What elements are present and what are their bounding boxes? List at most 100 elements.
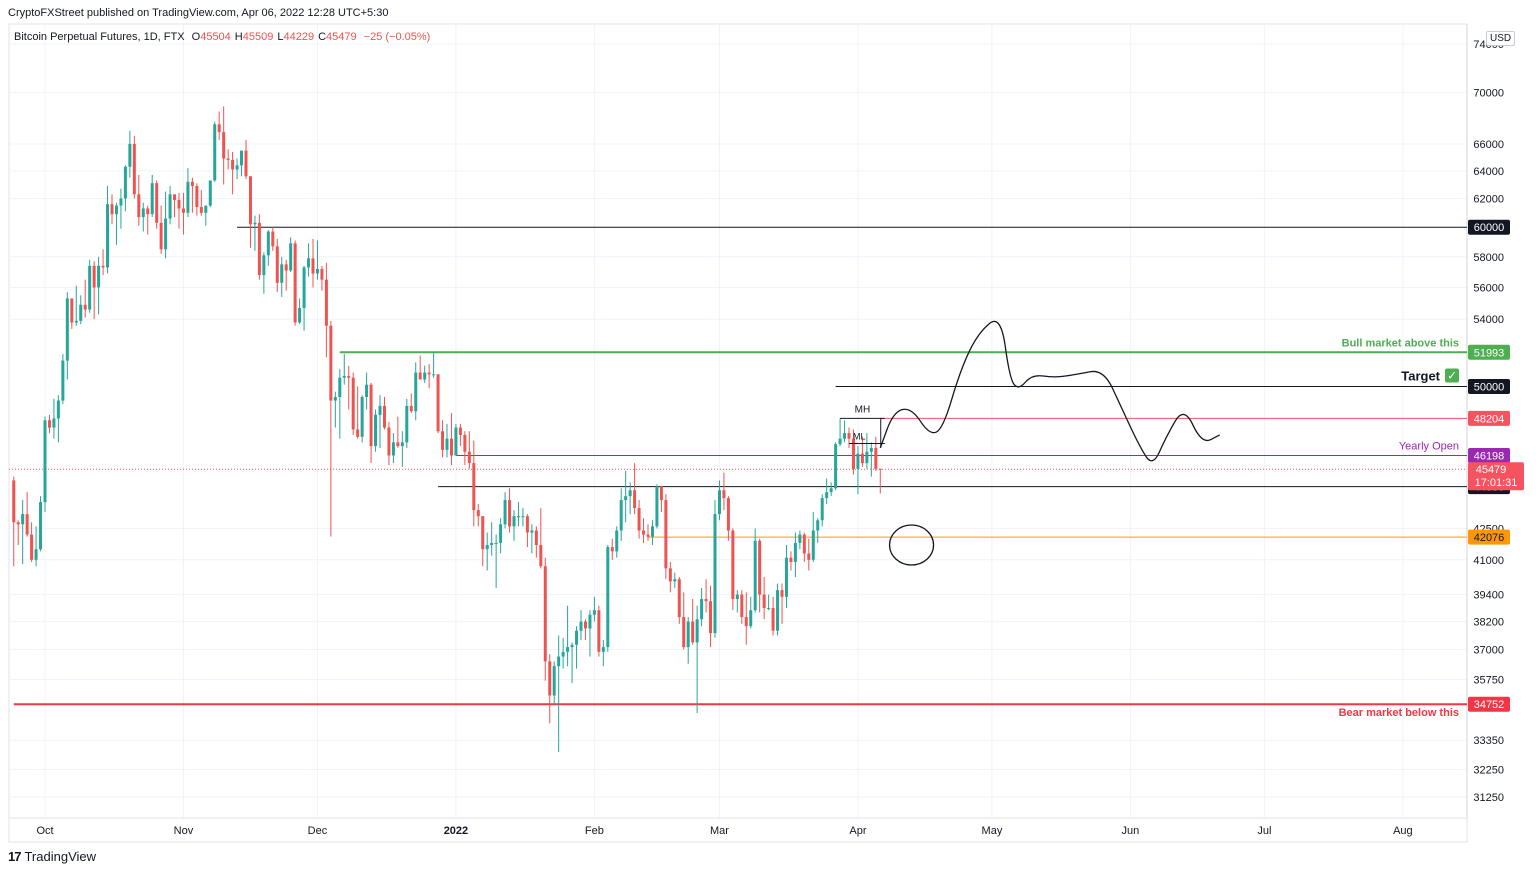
candle-body bbox=[494, 542, 498, 544]
candle-body bbox=[21, 514, 25, 525]
y-tick-label: 35750 bbox=[1473, 674, 1504, 686]
candle-body bbox=[351, 377, 355, 430]
candle-body bbox=[610, 547, 614, 552]
candle-body bbox=[713, 514, 717, 634]
candle-body bbox=[811, 530, 815, 560]
y-tick-label: 64000 bbox=[1473, 166, 1504, 178]
tradingview-logo[interactable]: 17 TradingView bbox=[8, 849, 96, 864]
y-tick-label: 54000 bbox=[1473, 314, 1504, 326]
candle-body bbox=[177, 199, 181, 209]
candle-body bbox=[776, 590, 780, 631]
candle-body bbox=[65, 298, 69, 361]
candle-body bbox=[557, 656, 561, 667]
y-tick-label: 37000 bbox=[1473, 644, 1504, 656]
ohlc-value: 45479 bbox=[326, 31, 357, 43]
candle-body bbox=[726, 498, 730, 531]
candle-body bbox=[97, 265, 101, 288]
candle-body bbox=[793, 542, 797, 562]
projection-path bbox=[879, 320, 1221, 462]
y-tick-label: 33350 bbox=[1473, 735, 1504, 747]
candle-body bbox=[257, 222, 261, 276]
candle-body bbox=[624, 496, 628, 501]
candle-body bbox=[677, 579, 681, 618]
candle-body bbox=[414, 372, 418, 412]
candle-body bbox=[454, 427, 458, 456]
candle-body bbox=[432, 374, 436, 376]
candle-body bbox=[173, 194, 177, 200]
x-tick-label: Feb bbox=[585, 825, 604, 837]
mh-label: MH bbox=[855, 404, 871, 415]
candle-body bbox=[503, 500, 507, 525]
candle-body bbox=[534, 530, 538, 546]
candle-body bbox=[575, 630, 579, 645]
48204-level-badge-text: 48204 bbox=[1474, 413, 1505, 425]
candle-body bbox=[190, 181, 194, 186]
candle-body bbox=[315, 268, 319, 274]
tradingview-logo-icon: 17 bbox=[8, 849, 22, 864]
candle-body bbox=[458, 427, 462, 435]
candle-body bbox=[700, 599, 704, 620]
candle-body bbox=[829, 488, 833, 493]
candle-body bbox=[628, 490, 632, 497]
candle-body bbox=[423, 372, 427, 380]
y-tick-label: 32250 bbox=[1473, 764, 1504, 776]
candle-body bbox=[740, 594, 744, 618]
price-change: −25 (−0.05%) bbox=[363, 31, 431, 43]
candle-body bbox=[347, 376, 351, 378]
candle-body bbox=[181, 208, 185, 213]
candle-body bbox=[155, 183, 159, 223]
candle-body bbox=[275, 246, 279, 283]
candle-body bbox=[731, 530, 735, 600]
check-mark-icon bbox=[1445, 368, 1459, 383]
candle-body bbox=[874, 447, 878, 469]
ohlc-value: 45509 bbox=[242, 31, 274, 43]
candle-body bbox=[583, 621, 587, 629]
candle-body bbox=[400, 442, 404, 447]
candle-body bbox=[838, 438, 842, 445]
yearly-open-level-badge bbox=[1468, 448, 1510, 464]
yearly-open-level-badge-text: 46198 bbox=[1474, 451, 1505, 463]
candle-body bbox=[735, 594, 739, 600]
candle-body bbox=[146, 208, 150, 215]
candle-body bbox=[552, 666, 556, 696]
candle-body bbox=[709, 601, 713, 634]
candle-body bbox=[771, 607, 775, 631]
candle-body bbox=[516, 516, 520, 518]
candle-body bbox=[378, 405, 382, 415]
candle-body bbox=[16, 522, 20, 525]
candle-body bbox=[686, 621, 690, 648]
candle-body bbox=[566, 647, 570, 652]
candle-body bbox=[499, 524, 503, 543]
candle-body bbox=[816, 520, 820, 531]
candle-body bbox=[860, 453, 864, 464]
candle-body bbox=[570, 644, 574, 648]
candle-body bbox=[762, 594, 766, 608]
ml-label: ML bbox=[853, 431, 866, 441]
candle-body bbox=[865, 451, 869, 464]
42076-level-badge-text: 42076 bbox=[1474, 532, 1505, 544]
candle-body bbox=[271, 231, 275, 247]
candle-body bbox=[530, 530, 534, 533]
currency-badge[interactable]: USD bbox=[1486, 31, 1516, 46]
candle-body bbox=[436, 374, 440, 432]
symbol-name[interactable]: Bitcoin Perpetual Futures, 1D, FTX bbox=[14, 31, 185, 43]
candle-body bbox=[820, 498, 824, 521]
candle-body bbox=[691, 621, 695, 643]
publisher-line: CryptoFXStreet published on TradingView.… bbox=[8, 7, 389, 19]
candle-body bbox=[784, 557, 788, 597]
candle-body bbox=[56, 400, 60, 419]
candle-body bbox=[79, 304, 83, 321]
candle-body bbox=[30, 534, 34, 560]
candle-body bbox=[123, 166, 127, 199]
ohlc-value: 45504 bbox=[200, 31, 231, 43]
candle-body bbox=[646, 534, 650, 537]
candle-body bbox=[418, 372, 422, 380]
ohlc-c: C45479 bbox=[318, 31, 357, 43]
candle-body bbox=[539, 545, 543, 567]
candle-body bbox=[289, 243, 293, 271]
candle-body bbox=[110, 204, 114, 215]
candle-body bbox=[467, 451, 471, 464]
candle-body bbox=[128, 143, 132, 167]
candle-body bbox=[463, 434, 467, 452]
